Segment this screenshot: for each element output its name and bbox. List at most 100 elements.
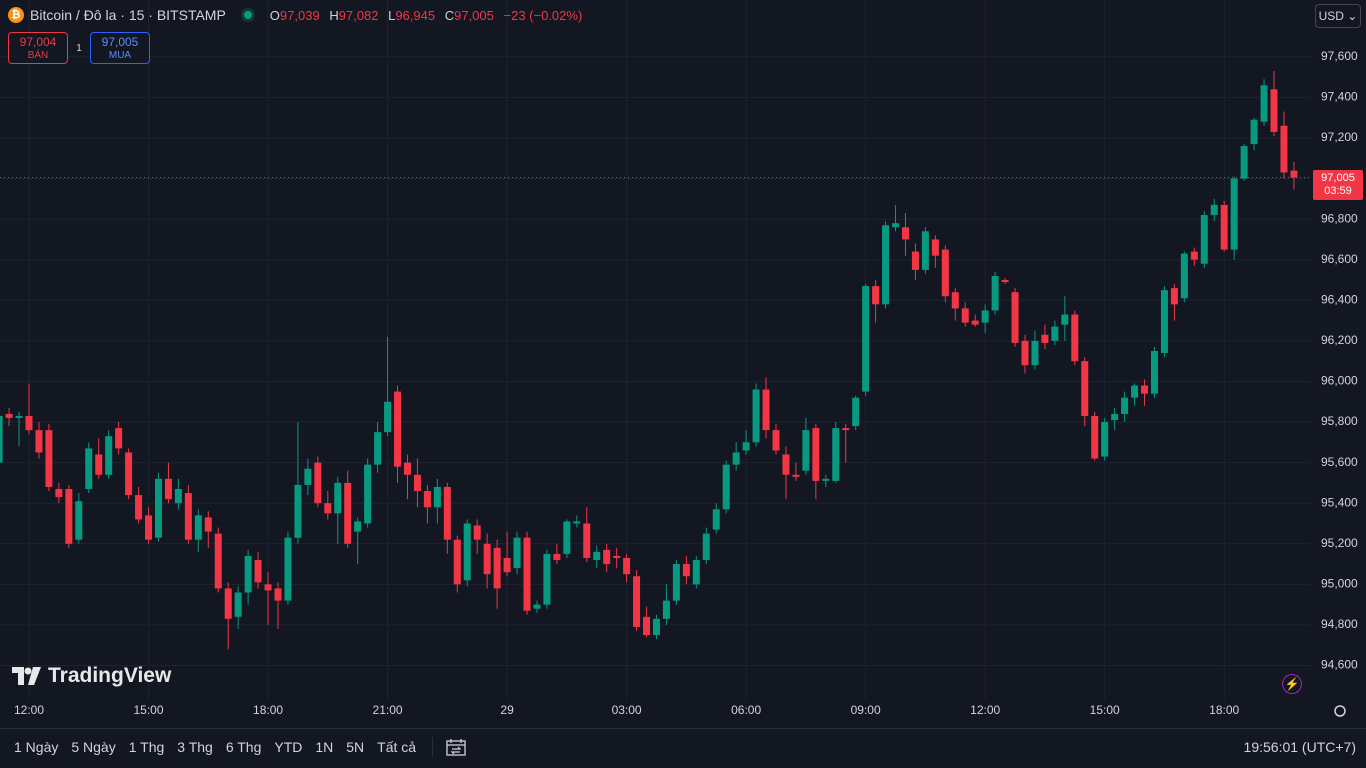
candle-body — [951, 292, 959, 309]
logo[interactable]: TradingView — [12, 664, 171, 688]
candle-body — [613, 555, 621, 558]
candle-body — [1290, 170, 1298, 178]
range-button[interactable]: 3 Thg — [177, 739, 213, 755]
candle-body — [1041, 334, 1049, 343]
candle-body — [872, 286, 880, 305]
candle-body — [294, 484, 302, 538]
candle-body — [5, 413, 13, 418]
candle-body — [822, 478, 830, 481]
y-tick-label: 95,200 — [1321, 536, 1358, 550]
range-button[interactable]: Tất cả — [377, 739, 417, 755]
x-tick-label: 09:00 — [851, 703, 881, 717]
candle-body — [1190, 251, 1198, 260]
candle-body — [423, 491, 431, 508]
symbol-name[interactable]: Bitcoin / Đô la · 15 · BITSTAMP — [30, 7, 226, 23]
candle-body — [1150, 351, 1158, 394]
price-axis-bg — [1310, 0, 1366, 728]
y-tick-label: 97,600 — [1321, 49, 1358, 63]
y-tick-label: 94,800 — [1321, 617, 1358, 631]
candle-body — [1230, 178, 1238, 250]
candle-body — [1011, 292, 1019, 343]
candle-body — [842, 428, 850, 431]
candle-body — [543, 553, 551, 605]
range-button[interactable]: 5N — [346, 739, 365, 755]
sell-button[interactable]: 97,004 BÁN — [8, 32, 68, 64]
candle-body — [1260, 85, 1268, 122]
candle-body — [1170, 288, 1178, 305]
date-range-icon[interactable] — [445, 737, 467, 757]
candle-body — [1051, 326, 1059, 341]
candle-body — [334, 482, 342, 514]
range-button[interactable]: YTD — [274, 739, 303, 755]
candle-body — [742, 442, 750, 451]
candle-body — [154, 478, 162, 538]
candle-body — [583, 523, 591, 558]
candle-body — [603, 549, 611, 565]
candle-body — [1240, 146, 1248, 179]
buy-button[interactable]: 97,005 MUA — [90, 32, 150, 64]
candle-body — [473, 525, 481, 540]
candle-body — [65, 488, 73, 544]
candle-body — [1180, 253, 1188, 299]
currency-selector[interactable]: USD ⌄ — [1315, 4, 1361, 28]
candle-body — [194, 515, 202, 540]
market-status — [243, 11, 252, 19]
candle-body — [523, 537, 531, 611]
candle-body — [75, 501, 83, 540]
alert-icon[interactable]: ⚡ — [1282, 674, 1302, 694]
range-button[interactable]: 1 Ngày — [14, 739, 59, 755]
candle-body — [45, 430, 53, 487]
candle-body — [1091, 415, 1099, 459]
candle-body — [772, 430, 780, 451]
logo-text: TradingView — [48, 664, 172, 687]
candle-body — [483, 543, 491, 575]
sell-price: 97,004 — [19, 35, 57, 49]
y-tick-label: 97,400 — [1321, 90, 1358, 104]
candle-body — [1210, 204, 1218, 216]
candle-body — [403, 462, 411, 475]
candle-body — [314, 462, 322, 504]
range-button[interactable]: 1N — [315, 739, 334, 755]
badge-price: 97,005 — [1321, 171, 1355, 184]
candle-body — [812, 428, 820, 481]
candle-body — [254, 560, 262, 583]
candle-body — [1131, 385, 1139, 398]
candle-body — [85, 448, 93, 489]
trade-buttons: 97,004 BÁN 1 97,005 MUA — [8, 32, 150, 64]
candle-body — [921, 231, 929, 270]
candle-body — [135, 495, 143, 520]
clock: 19:56:01 (UTC+7) — [1243, 739, 1356, 755]
candle-body — [1001, 280, 1009, 283]
range-button[interactable]: 1 Thg — [128, 739, 165, 755]
settings-icon — [1334, 705, 1346, 717]
candle-body — [493, 547, 501, 589]
x-tick-label: 18:00 — [253, 703, 283, 717]
candle-body — [1061, 314, 1069, 325]
candle-body — [941, 249, 949, 297]
candle-body — [961, 308, 969, 323]
low-label: L — [388, 7, 396, 23]
candle-body — [145, 515, 153, 540]
y-tick-label: 96,600 — [1321, 252, 1358, 266]
candle-body — [463, 523, 471, 581]
candle-body — [901, 227, 909, 240]
candle-body — [712, 509, 720, 530]
y-tick-label: 96,200 — [1321, 333, 1358, 347]
candle-body — [304, 468, 312, 485]
candle-body — [344, 482, 352, 544]
candle-body — [25, 415, 33, 431]
range-button[interactable]: 5 Ngày — [71, 739, 116, 755]
x-tick-label: 12:00 — [970, 703, 1000, 717]
candle-body — [453, 539, 461, 585]
candle-body — [125, 452, 133, 496]
range-button[interactable]: 6 Thg — [225, 739, 262, 755]
candle-body — [234, 592, 242, 617]
candle-body — [284, 537, 292, 601]
candle-body — [0, 415, 3, 463]
candle-body — [214, 533, 222, 589]
candle-body — [662, 600, 670, 619]
candle-body — [204, 517, 212, 532]
btc-icon: ₿ — [8, 7, 24, 23]
candle-body — [1081, 361, 1089, 416]
